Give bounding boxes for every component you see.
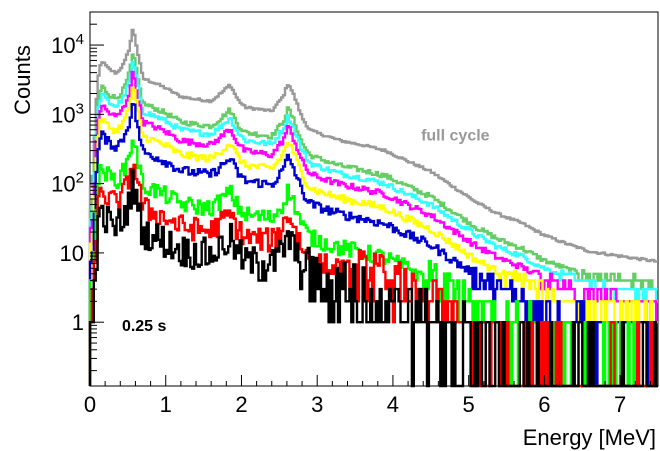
y-axis-title: Counts xyxy=(10,45,35,115)
y-tick-label-2: 102 xyxy=(51,170,84,197)
annotation-1: 0.25 s xyxy=(122,318,167,335)
x-tick-label-7: 7 xyxy=(614,392,626,417)
x-tick-label-2: 2 xyxy=(235,392,247,417)
x-tick-label-5: 5 xyxy=(463,392,475,417)
annotation-0: full cycle xyxy=(421,127,490,144)
x-tick-label-1: 1 xyxy=(160,392,172,417)
x-tick-label-0: 0 xyxy=(84,392,96,417)
y-tick-label-4: 104 xyxy=(51,31,84,58)
y-tick-label-1: 10 xyxy=(60,241,84,266)
x-tick-label-6: 6 xyxy=(538,392,550,417)
x-tick-label-3: 3 xyxy=(311,392,323,417)
y-tick-label-3: 103 xyxy=(51,100,84,127)
x-axis-title: Energy [MeV] xyxy=(523,425,656,450)
y-tick-label-0: 1 xyxy=(72,310,84,335)
x-tick-label-4: 4 xyxy=(387,392,399,417)
